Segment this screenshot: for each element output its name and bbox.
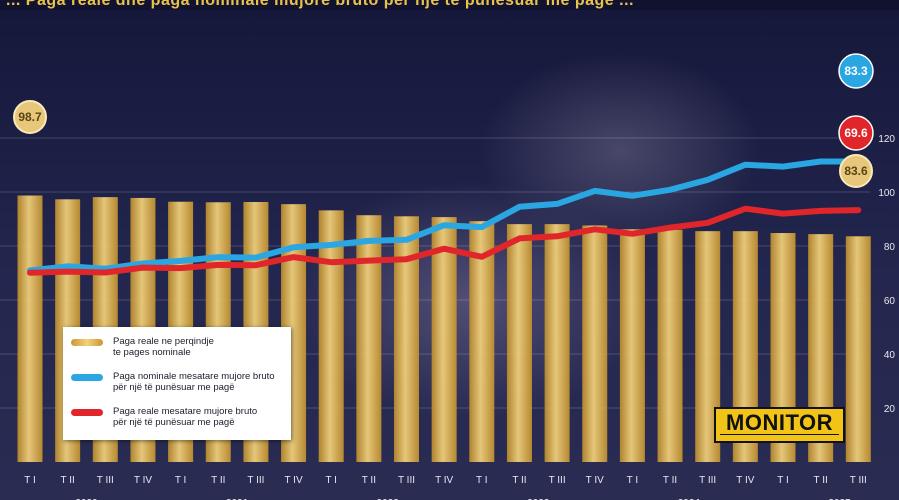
year-label: 2024 [678, 498, 701, 500]
x-tick-label: T III [398, 475, 415, 486]
bar [394, 216, 419, 462]
x-tick-label: T I [627, 475, 638, 486]
bar [17, 195, 43, 462]
legend-item-real-wage-percent: Paga reale ne perqindje te pages nominal… [71, 336, 214, 358]
x-axis-ticks: T I T II T III T IV T I T II T III T IV T I T II T… [24, 475, 867, 486]
x-tick-label: T II [814, 475, 828, 486]
bar [619, 229, 645, 462]
legend-swatch-bars [71, 339, 103, 346]
y-tick-label: 40 [884, 350, 896, 361]
value-badge-label: 69.6 [844, 126, 868, 140]
x-tick-label: T I [777, 475, 788, 486]
legend-label: Paga reale mesatare mujore bruto për një… [113, 406, 258, 428]
year-labels: 2020 2021 2022 2023 2024 2025 [75, 498, 851, 500]
x-tick-label: T I [24, 475, 35, 486]
x-tick-label: T IV [435, 475, 453, 486]
y-tick-label: 60 [884, 296, 896, 307]
bar [845, 236, 871, 462]
y-axis-ticks: 20 40 60 80 100 120 [878, 134, 895, 415]
x-tick-label: T II [61, 475, 75, 486]
legend-item-nominal-wage: Paga nominale mesatare mujore bruto për … [71, 371, 275, 393]
x-tick-label: T III [850, 475, 867, 486]
x-tick-label: T III [699, 475, 716, 486]
monitor-logo: MONITOR [714, 407, 845, 443]
x-tick-label: T II [211, 475, 225, 486]
value-badge-circle [13, 100, 47, 134]
bar [544, 224, 570, 462]
y-tick-label: 80 [884, 242, 896, 253]
bar [356, 215, 382, 462]
bar [431, 217, 457, 462]
value-badge-label: 83.3 [844, 64, 868, 78]
x-tick-label: T III [247, 475, 264, 486]
value-badge-circle [838, 53, 874, 89]
value-badge-label: 83.6 [844, 164, 868, 178]
chart-title: ... Paga reale dhe paga nominale mujore … [6, 0, 634, 9]
nominal-wage-line [27, 158, 862, 274]
value-badges: 98.7 83.3 69.6 83.6 [13, 53, 874, 188]
x-tick-label: T IV [736, 475, 754, 486]
x-tick-label: T I [175, 475, 186, 486]
x-tick-label: T III [549, 475, 566, 486]
legend-label: Paga reale ne perqindje te pages nominal… [113, 336, 214, 358]
x-tick-label: T II [512, 475, 526, 486]
title-strip: ... Paga reale dhe paga nominale mujore … [0, 0, 899, 10]
x-tick-label: T III [97, 475, 114, 486]
x-tick-label: T IV [586, 475, 604, 486]
y-tick-label: 120 [878, 134, 895, 145]
bar [582, 225, 608, 462]
year-label: 2023 [527, 498, 550, 500]
value-badge-circle [838, 115, 874, 151]
year-label: 2022 [377, 498, 400, 500]
legend: Paga reale ne perqindje te pages nominal… [63, 327, 291, 440]
legend-swatch-blue-line [71, 374, 103, 381]
legend-swatch-red-line [71, 409, 103, 416]
legend-label: Paga nominale mesatare mujore bruto për … [113, 371, 275, 393]
bar [469, 221, 495, 462]
y-tick-label: 20 [884, 404, 896, 415]
year-label: 2025 [828, 498, 851, 500]
value-badge-label: 98.7 [18, 110, 42, 124]
real-wage-line [27, 205, 862, 276]
x-tick-label: T IV [284, 475, 302, 486]
x-tick-label: T I [325, 475, 336, 486]
logo-word: MONITOR [726, 410, 833, 435]
bar [318, 210, 344, 462]
x-tick-label: T II [663, 475, 677, 486]
lines [27, 158, 862, 276]
bar [506, 224, 532, 462]
year-label: 2021 [226, 498, 249, 500]
value-badge-circle [839, 154, 873, 188]
x-tick-label: T IV [134, 475, 152, 486]
bar [657, 229, 683, 462]
y-tick-label: 100 [878, 188, 895, 199]
logo-tagline-rule [720, 434, 839, 440]
x-tick-label: T I [476, 475, 487, 486]
legend-item-real-wage: Paga reale mesatare mujore bruto për një… [71, 406, 257, 428]
x-tick-label: T II [362, 475, 376, 486]
year-label: 2020 [75, 498, 98, 500]
